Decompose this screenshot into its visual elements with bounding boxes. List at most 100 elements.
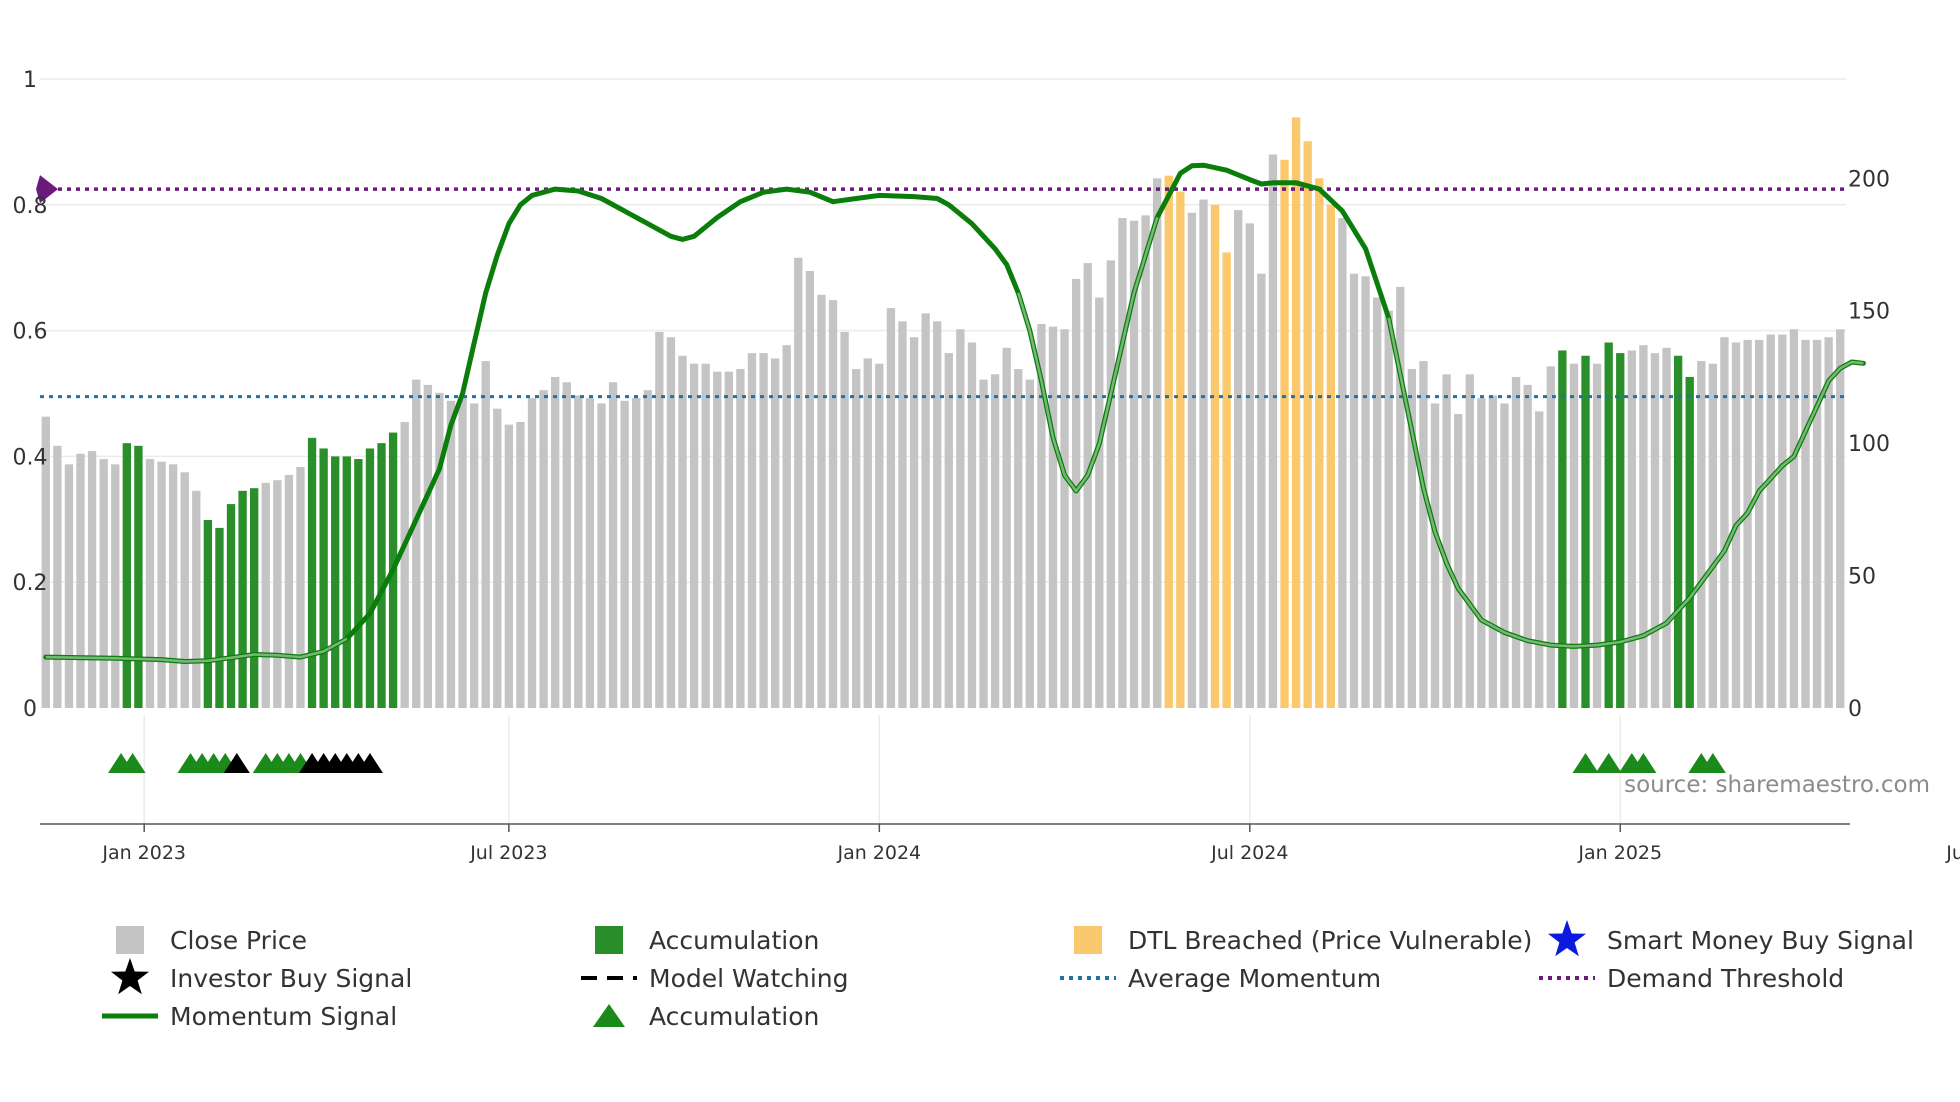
close-bar-74 [898, 321, 907, 708]
close-bar-116 [1384, 310, 1393, 708]
close-bar-21 [284, 474, 294, 708]
accumulation-signal-10 [1572, 753, 1599, 773]
right-tick-label-1: 50 [1848, 565, 1876, 590]
close-bar-105 [1257, 273, 1266, 708]
close-bar-75 [909, 337, 919, 708]
accumulation-bar-18 [250, 488, 259, 708]
close-bar-73 [886, 308, 896, 708]
close-bar-10 [157, 461, 166, 708]
accumulation-bar-135 [1604, 342, 1613, 708]
close-bar-70 [852, 369, 861, 708]
close-bar-5 [99, 459, 108, 708]
close-bar-122 [1454, 414, 1463, 708]
legend-label-momentum: Momentum Signal [170, 1002, 397, 1031]
close-bar-61 [747, 353, 757, 708]
close-bar-154 [1824, 337, 1833, 708]
accumulation-bar-15 [215, 527, 224, 708]
left-tick-label-5: 1 [23, 68, 37, 93]
close-bar-80 [967, 342, 977, 708]
close-bar-149 [1766, 334, 1775, 708]
close-bar-138 [1639, 345, 1648, 708]
close-bar-51 [632, 398, 641, 708]
accumulation-bar-25 [331, 456, 340, 708]
accumulation-bar-26 [342, 456, 351, 708]
close-bar-120 [1430, 403, 1440, 708]
close-bar-119 [1419, 361, 1428, 708]
dtl-bar-97 [1164, 175, 1173, 709]
close-bar-6 [111, 464, 120, 708]
legend-dtl-swatch [1074, 926, 1102, 954]
dtl-bar-110 [1315, 178, 1324, 708]
close-bar-69 [840, 331, 849, 708]
close-bar-121 [1442, 374, 1451, 708]
close-bar-48 [597, 403, 606, 708]
close-bar-68 [828, 300, 838, 708]
accumulation-bar-133 [1581, 355, 1590, 708]
close-bar-99 [1187, 212, 1197, 708]
momentum-dim-overlay-0 [45, 637, 348, 663]
close-bar-124 [1477, 398, 1486, 708]
close-bar-139 [1650, 353, 1660, 708]
close-bar-22 [296, 466, 305, 708]
close-bar-36 [458, 398, 467, 708]
close-bar-100 [1199, 199, 1208, 708]
legend-close-price-swatch [116, 926, 144, 954]
close-bar-79 [956, 329, 965, 708]
dtl-bar-98 [1176, 191, 1185, 709]
accumulation-bar-7 [122, 443, 131, 708]
accumulation-signal-13 [1630, 753, 1657, 773]
close-bar-117 [1396, 286, 1405, 708]
close-bar-143 [1697, 361, 1706, 708]
x-tick-label-0: Jan 2023 [101, 842, 186, 864]
close-bar-49 [608, 382, 618, 708]
accumulation-bar-8 [134, 445, 143, 708]
close-bar-35 [446, 400, 456, 708]
close-bar-72 [875, 363, 884, 708]
close-bar-115 [1372, 297, 1382, 708]
close-bar-90 [1083, 263, 1092, 708]
close-bar-55 [678, 355, 687, 708]
legend-label-demand: Demand Threshold [1607, 964, 1844, 993]
dtl-bar-102 [1222, 252, 1231, 709]
investor-buy-signal-0 [223, 753, 250, 773]
close-bar-94 [1129, 220, 1139, 708]
close-bar-76 [921, 313, 930, 708]
legend-label-avg: Average Momentum [1128, 964, 1381, 993]
accumulation-bar-29 [377, 443, 386, 708]
close-bar-128 [1523, 384, 1532, 708]
legend-accumulation-triangle-icon [593, 1004, 625, 1027]
close-bar-1 [53, 445, 62, 708]
close-bar-118 [1407, 369, 1417, 708]
accumulation-bar-23 [307, 437, 317, 708]
close-bar-62 [759, 353, 768, 708]
legend-label-investor: Investor Buy Signal [170, 964, 412, 993]
left-tick-label-2: 0.4 [13, 445, 48, 470]
left-tick-label-4: 0.8 [13, 194, 48, 219]
close-bar-9 [145, 459, 155, 708]
close-bar-132 [1569, 363, 1579, 708]
accumulation-bar-141 [1673, 355, 1683, 708]
close-bar-148 [1755, 339, 1764, 708]
close-bar-140 [1662, 347, 1671, 708]
close-bar-12 [180, 472, 189, 708]
legend-investor-star-icon [111, 958, 149, 995]
close-bar-11 [168, 464, 178, 708]
x-tick-label-2: Jan 2024 [836, 842, 921, 864]
x-tick-label-1: Jul 2023 [469, 842, 547, 864]
close-bar-88 [1060, 329, 1069, 708]
close-bar-0 [41, 416, 50, 708]
close-bar-53 [655, 331, 664, 708]
close-bar-34 [435, 392, 444, 708]
close-bar-114 [1361, 276, 1370, 708]
close-bar-42 [527, 398, 537, 708]
close-bar-54 [666, 337, 676, 708]
left-axis: 0 0.2 0.4 0.6 0.8 1 [13, 68, 48, 722]
accumulation-bar-28 [365, 448, 375, 708]
left-tick-label-1: 0.2 [13, 571, 48, 596]
close-bar-52 [643, 390, 652, 708]
close-bar-78 [944, 353, 953, 708]
close-bar-137 [1627, 350, 1636, 708]
close-bar-57 [701, 363, 710, 708]
close-bar-13 [192, 490, 201, 708]
